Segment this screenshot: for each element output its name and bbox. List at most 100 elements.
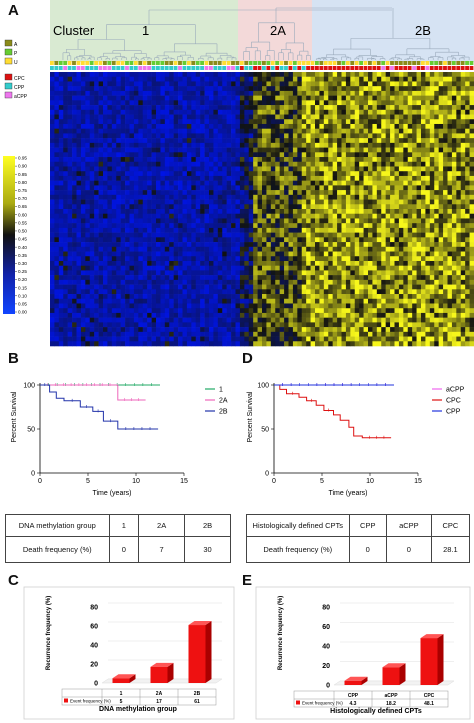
legend-subtype: A P U — [4, 39, 18, 66]
bar-e-ytick-label: 20 — [322, 663, 330, 670]
table-d-group-cpp: CPP — [348, 514, 387, 537]
table-d-group-cpc: CPC — [430, 514, 471, 537]
bar-c-xlabel: DNA methylation group — [99, 706, 177, 713]
table-b-row-label: Death frequency (%) — [5, 536, 110, 563]
colorbar-tick-label: 0.20 — [18, 277, 27, 282]
recurrence-bar-chart-histology: 0 20 40 60 80 Event frequency (%) CPP 4.3 aCPP 18… — [255, 586, 471, 720]
bar-c-ytick-label: 20 — [90, 662, 98, 669]
bar-c-series-label: Event frequency (%) — [70, 699, 111, 704]
bar-e-series-label: Event frequency (%) — [302, 701, 343, 706]
survival-d-legend-cpp: CPP — [446, 409, 461, 416]
colorbar-tick-label: 0.10 — [18, 293, 27, 298]
panel-letter-c: C — [8, 572, 19, 589]
survival-b-xtick-label: 15 — [180, 478, 188, 485]
table-b-value-2a: 7 — [138, 536, 186, 563]
colorbar-tick-label: 0.25 — [18, 269, 27, 274]
colorbar-tick-label: 0.65 — [18, 204, 27, 209]
recurrence-bar-chart-methylation: 0 20 40 60 80 Event frequency (%) 1 5 2A 17 2B 61 R… — [23, 586, 235, 720]
legend-label-cpc: CPC — [14, 76, 25, 82]
table-d-value-acpp: 0 — [385, 536, 432, 563]
legend-label-p: P — [14, 51, 18, 57]
bar-e-bar-side — [361, 676, 368, 685]
table-b-group-2b: 2B — [184, 514, 231, 537]
colorbar-tick-label: 0.85 — [18, 172, 27, 177]
bar-e-bar-cpp — [344, 680, 362, 685]
survival-d-ytick-label: 100 — [257, 383, 269, 390]
bar-c-bar-2b — [188, 625, 206, 683]
survival-d-xtick-label: 0 — [272, 478, 276, 485]
bar-e-bar-cpc — [420, 638, 438, 685]
colorbar-tick-label: 0.50 — [18, 229, 27, 234]
dendrogram — [62, 7, 470, 60]
bar-c-bar-top — [112, 674, 136, 679]
table-b-group-1: 1 — [108, 514, 140, 537]
death-frequency-table-histology: Histologically defined CPTs CPP aCPP CPC… — [246, 514, 471, 563]
table-b-group-2a: 2A — [138, 514, 186, 537]
colorbar-tick-label: 0.00 — [18, 310, 27, 315]
table-d-group-acpp: aCPP — [385, 514, 432, 537]
bar-c-legend-swatch — [64, 698, 68, 703]
bar-e-category-label: aCPP — [384, 693, 398, 699]
colorbar-tick-label: 0.45 — [18, 237, 27, 242]
survival-d-ylabel: Percent Survival — [247, 391, 254, 442]
bar-c-ytick-label: 80 — [90, 605, 98, 612]
survival-b-ytick-label: 0 — [31, 471, 35, 478]
bar-e-category-label: CPP — [348, 693, 359, 699]
legend-label-acpp: aCPP — [14, 94, 28, 100]
survival-d-ytick-label: 0 — [265, 471, 269, 478]
survival-b-ylabel: Percent Survival — [11, 391, 18, 442]
legend-label-a: A — [14, 42, 18, 48]
bar-c-value-label: 61 — [194, 699, 200, 705]
bar-c-bar-side — [167, 662, 174, 683]
bar-e-ytick-label: 80 — [322, 605, 330, 612]
colorbar-tick-label: 0.80 — [18, 180, 27, 185]
cluster-title: Cluster — [53, 23, 95, 38]
bar-c-bar-2a — [150, 666, 168, 683]
annotation-row-subtype — [50, 61, 474, 65]
survival-b-xlabel: Time (years) — [92, 490, 131, 497]
bar-e-ytick-label: 40 — [322, 644, 330, 651]
heatmap-figure: Cluster 1 2A 2B A P U CPC CPP aCPP 0.950… — [3, 0, 474, 347]
survival-b-xtick-label: 0 — [38, 478, 42, 485]
panel-letter-b: B — [8, 350, 19, 367]
bar-e-legend-swatch — [296, 700, 300, 705]
survival-b-xtick-label: 10 — [132, 478, 140, 485]
table-b-value-2b: 30 — [184, 536, 231, 563]
colorbar-tick-label: 0.35 — [18, 253, 27, 258]
table-d-row-label: Death frequency (%) — [246, 536, 350, 563]
cluster-label-2b: 2B — [415, 23, 431, 38]
legend-label-cpp: CPP — [14, 85, 25, 91]
survival-plot-methylation: 0 5 10 15 0 50 100 1 2A 2B Percent Survival Time … — [11, 383, 228, 498]
colorbar-tick-label: 0.75 — [18, 188, 27, 193]
bar-e-bar-side — [399, 663, 406, 685]
bar-e-bar-acpp — [382, 667, 400, 685]
methylation-heatmap — [50, 72, 474, 347]
survival-b-ytick-label: 100 — [23, 383, 35, 390]
bar-e-ytick-label: 0 — [326, 683, 330, 690]
survival-d-xtick-label: 10 — [366, 478, 374, 485]
colorbar-tick-label: 0.90 — [18, 164, 27, 169]
table-d-value-cpc: 28.1 — [430, 536, 471, 563]
survival-d-curve-cpc — [274, 384, 392, 439]
bar-e-category-label: CPC — [424, 693, 435, 699]
bar-c-value-label: 5 — [120, 699, 123, 705]
panel-letter-e: E — [242, 572, 253, 589]
bar-e-bar-top — [382, 663, 406, 668]
survival-d-ytick-label: 50 — [261, 427, 269, 434]
table-b-header: DNA methylation group — [5, 514, 110, 537]
bar-e-ylabel: Recurrence frequency (%) — [278, 596, 284, 670]
bar-e-xlabel: Histologically defined CPTs — [330, 708, 422, 715]
bar-c-category-label: 2A — [156, 691, 163, 697]
bar-c-bar-1 — [112, 678, 130, 683]
table-d-header: Histologically defined CPTs — [246, 514, 350, 537]
colorbar-tick-label: 0.55 — [18, 220, 27, 225]
colorbar-tick-label: 0.30 — [18, 261, 27, 266]
bar-e-ytick-label: 60 — [322, 624, 330, 631]
survival-b-legend-2b: 2B — [219, 409, 228, 416]
colorbar-tick-label: 0.05 — [18, 301, 27, 306]
cluster-label-2a: 2A — [270, 23, 286, 38]
bar-e-value-label: 4.3 — [350, 701, 357, 707]
bar-c-value-label: 17 — [156, 699, 162, 705]
colorbar-tick-label: 0.95 — [18, 156, 27, 161]
